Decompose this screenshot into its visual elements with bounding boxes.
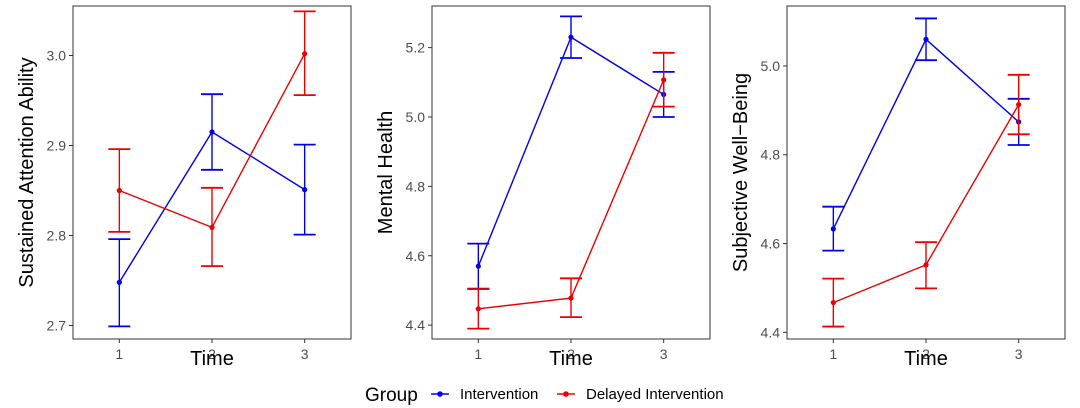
y-tick-label: 4.6 <box>406 248 426 264</box>
x-axis-title: Time <box>549 348 593 370</box>
x-tick-label: 3 <box>660 346 668 362</box>
y-tick-label: 3.0 <box>47 48 67 64</box>
y-axis-title: Subjective Well−Being <box>730 73 752 272</box>
panels: 2.7 2.8 2.9 3.0 1 2 3 Time Sustained Attention A… <box>16 5 1066 370</box>
series-intervention <box>108 93 316 328</box>
plot-panel-border <box>72 5 352 340</box>
x-tick-label: 1 <box>829 346 837 362</box>
y-tick-label: 4.6 <box>761 236 781 252</box>
data-point <box>116 187 122 194</box>
data-point <box>923 262 929 268</box>
x-tick-label: 3 <box>301 346 309 362</box>
data-point <box>568 295 574 301</box>
x-tick-label: 1 <box>474 346 482 362</box>
y-tick-label: 4.8 <box>761 147 781 163</box>
y-tick-label: 5.2 <box>406 40 426 56</box>
data-point <box>475 306 481 312</box>
chart-panel-1: 2.7 2.8 2.9 3.0 1 2 3 Time Sustained Attention A… <box>16 5 352 370</box>
x-axis-title: Time <box>904 348 948 370</box>
x-tick-label: 2 <box>567 346 575 362</box>
data-point <box>209 129 215 135</box>
x-tick-label: 1 <box>115 346 123 362</box>
series-delayed-intervention <box>467 51 675 330</box>
legend-label-delayed-intervention: Delayed Intervention <box>586 386 724 403</box>
y-axis-title: Mental Health <box>375 111 397 234</box>
data-point <box>209 224 215 230</box>
data-point <box>661 77 667 83</box>
data-point <box>830 299 836 306</box>
series-delayed-intervention <box>822 73 1030 328</box>
data-point <box>923 36 929 42</box>
data-point <box>830 226 836 232</box>
series-delayed-intervention <box>108 10 316 268</box>
legend-title: Group <box>365 385 418 406</box>
data-point <box>1016 101 1022 108</box>
x-tick-label: 3 <box>1015 346 1023 362</box>
legend-label-intervention: Intervention <box>460 386 538 403</box>
chart-panel-3: 4.4 4.6 4.8 5.0 1 2 3 Time Subjective Well−Being <box>730 5 1066 370</box>
chart-panel-2: 4.4 4.6 4.8 5.0 5.2 1 2 3 Time Mental Health <box>375 5 711 370</box>
legend-key-intervention-point <box>437 391 443 397</box>
x-axis-title: Time <box>190 348 234 370</box>
y-tick-label: 4.4 <box>761 324 781 340</box>
data-point <box>302 51 308 57</box>
legend: Group Intervention Delayed Intervention <box>365 385 724 406</box>
y-tick-label: 4.4 <box>406 317 426 333</box>
y-axis-title: Sustained Attention Ability <box>16 57 38 287</box>
y-tick-label: 5.0 <box>761 58 781 74</box>
data-point <box>116 279 122 285</box>
data-point <box>302 187 308 193</box>
y-tick-label: 5.0 <box>406 109 426 125</box>
y-tick-label: 2.8 <box>47 228 67 244</box>
legend-key-delayed-intervention-point <box>563 391 569 397</box>
y-tick-label: 2.9 <box>47 138 67 154</box>
y-tick-label: 4.8 <box>406 178 426 194</box>
x-tick-label: 2 <box>922 346 930 362</box>
y-tick-label: 2.7 <box>47 318 67 334</box>
x-tick-label: 2 <box>208 346 216 362</box>
data-point <box>568 34 574 40</box>
series-intervention <box>822 17 1030 252</box>
data-point <box>475 263 481 269</box>
